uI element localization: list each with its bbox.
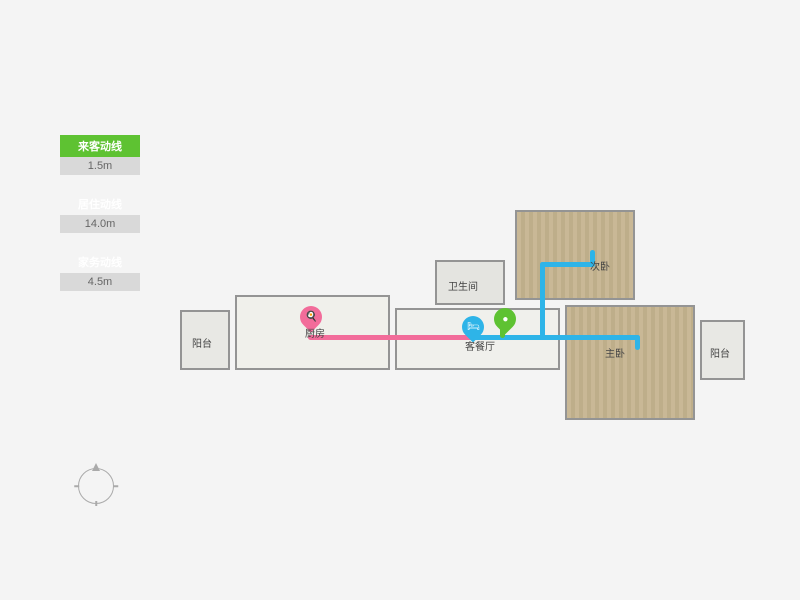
- legend-item-housework: 家务动线 4.5m: [60, 251, 140, 291]
- floorplan: 🍳🛏● 阳台厨房卫生间客餐厅次卧主卧阳台: [180, 250, 740, 410]
- legend-value-resident: 14.0m: [60, 215, 140, 233]
- room-bedroom2: [515, 210, 635, 300]
- legend-title-guest: 来客动线: [60, 135, 140, 157]
- flow-resident: [635, 335, 640, 350]
- legend-value-housework: 4.5m: [60, 273, 140, 291]
- room-label: 客餐厅: [465, 338, 495, 353]
- room-label: 阳台: [710, 345, 730, 360]
- compass-icon: [78, 468, 114, 504]
- legend-title-housework: 家务动线: [60, 251, 140, 273]
- legend-panel: 来客动线 1.5m 居住动线 14.0m 家务动线 4.5m: [60, 135, 140, 309]
- room-label: 次卧: [590, 258, 610, 273]
- flow-resident: [540, 262, 545, 337]
- flow-resident: [470, 335, 640, 340]
- room-bedroom1: [565, 305, 695, 420]
- room-label: 阳台: [192, 335, 212, 350]
- legend-title-resident: 居住动线: [60, 193, 140, 215]
- legend-value-guest: 1.5m: [60, 157, 140, 175]
- flow-resident: [540, 262, 595, 267]
- room-label: 卫生间: [448, 278, 478, 293]
- room-label: 厨房: [305, 325, 325, 340]
- room-label: 主卧: [605, 345, 625, 360]
- legend-item-resident: 居住动线 14.0m: [60, 193, 140, 233]
- legend-item-guest: 来客动线 1.5m: [60, 135, 140, 175]
